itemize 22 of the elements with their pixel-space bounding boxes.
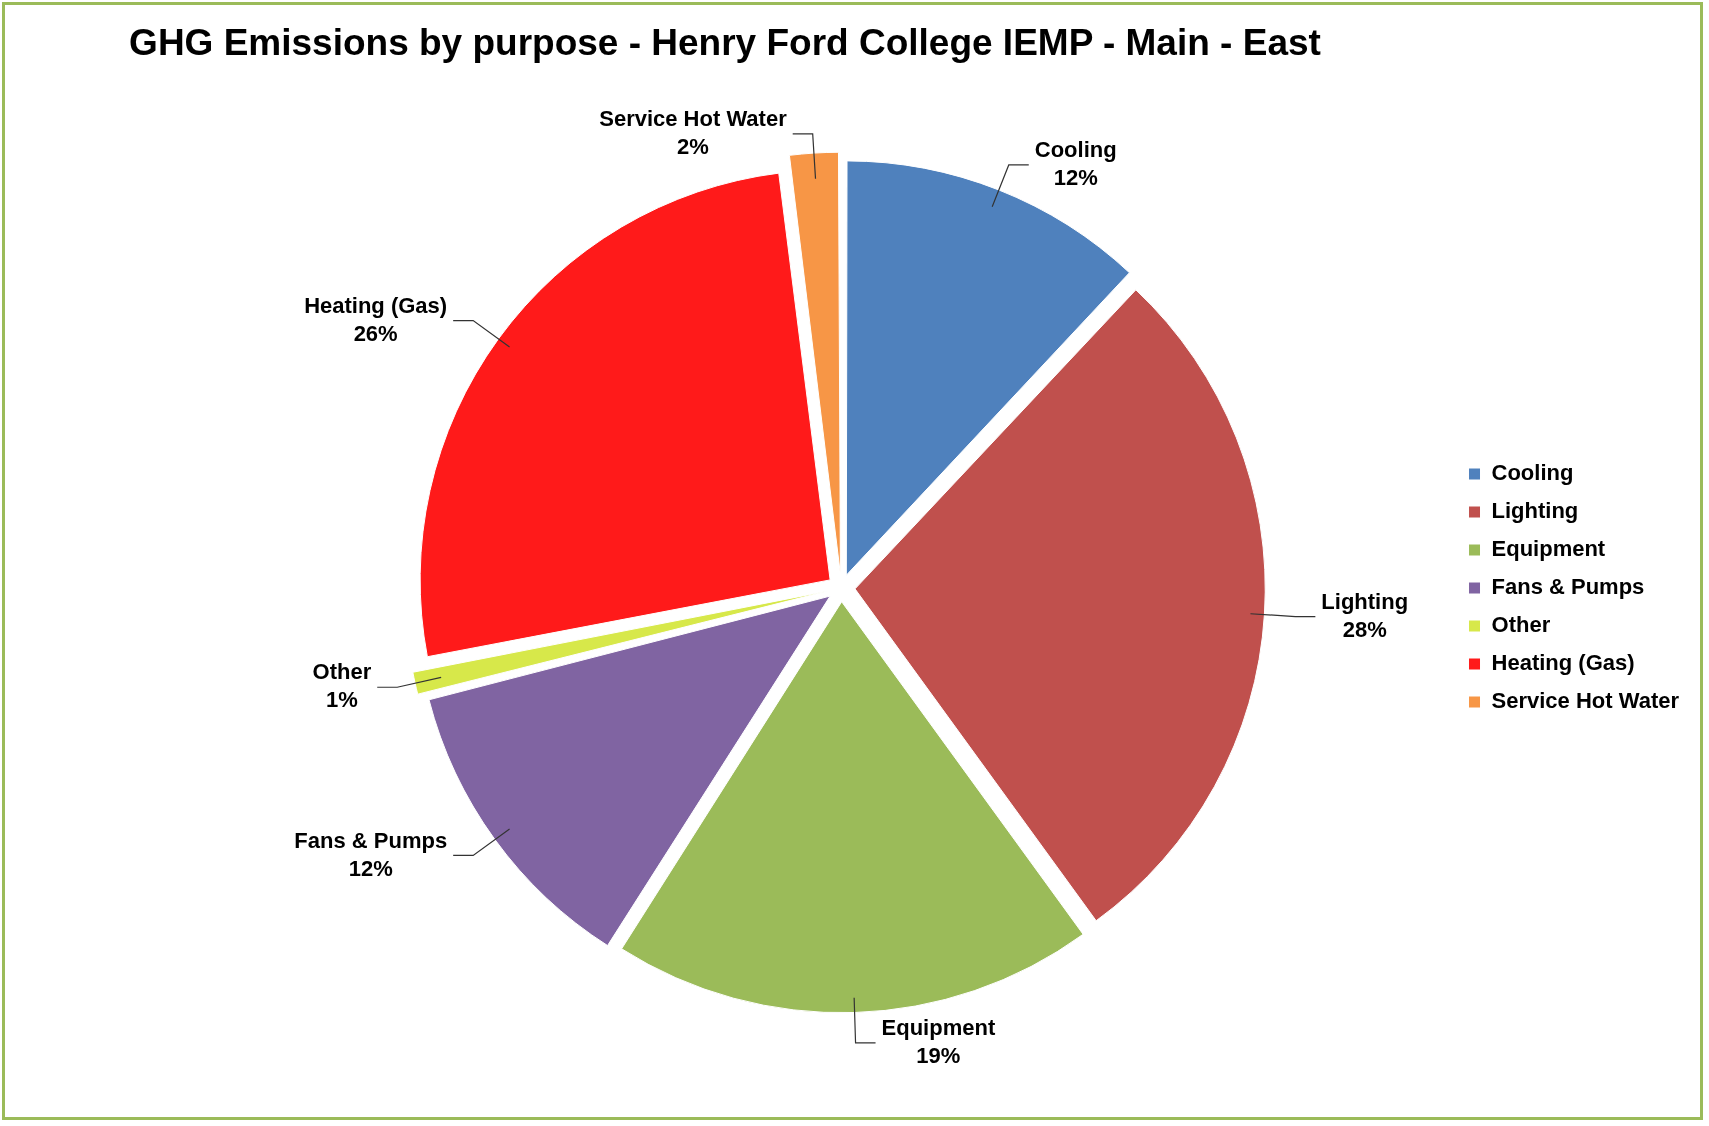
slice-label: Heating (Gas) bbox=[304, 292, 448, 318]
legend-label: Heating (Gas) bbox=[1491, 650, 1635, 676]
slice-label: Fans & Pumps bbox=[294, 827, 448, 853]
legend-label: Fans & Pumps bbox=[1491, 574, 1645, 600]
data-label: 26% bbox=[353, 320, 398, 346]
data-label: 28% bbox=[1342, 616, 1387, 642]
slice-label: Cooling bbox=[1034, 137, 1117, 163]
legend-label: Other bbox=[1491, 612, 1551, 638]
data-label: 2% bbox=[677, 133, 709, 159]
legend-label: Service Hot Water bbox=[1491, 688, 1680, 714]
data-label: 12% bbox=[348, 855, 393, 881]
legend-label: Lighting bbox=[1491, 498, 1579, 524]
data-label: 12% bbox=[1053, 165, 1098, 191]
data-label: 19% bbox=[916, 1042, 961, 1068]
slice-label: Equipment bbox=[881, 1014, 996, 1040]
data-label: 1% bbox=[325, 687, 358, 713]
legend-label: Equipment bbox=[1491, 536, 1606, 562]
slice-label: Lighting bbox=[1321, 588, 1409, 614]
legend-label: Cooling bbox=[1491, 460, 1574, 486]
slice-label: Other bbox=[312, 659, 372, 685]
slice-label: Service Hot Water bbox=[599, 105, 788, 131]
chart-title: GHG Emissions by purpose - Henry Ford College IEMP - Main - East bbox=[128, 22, 1322, 64]
